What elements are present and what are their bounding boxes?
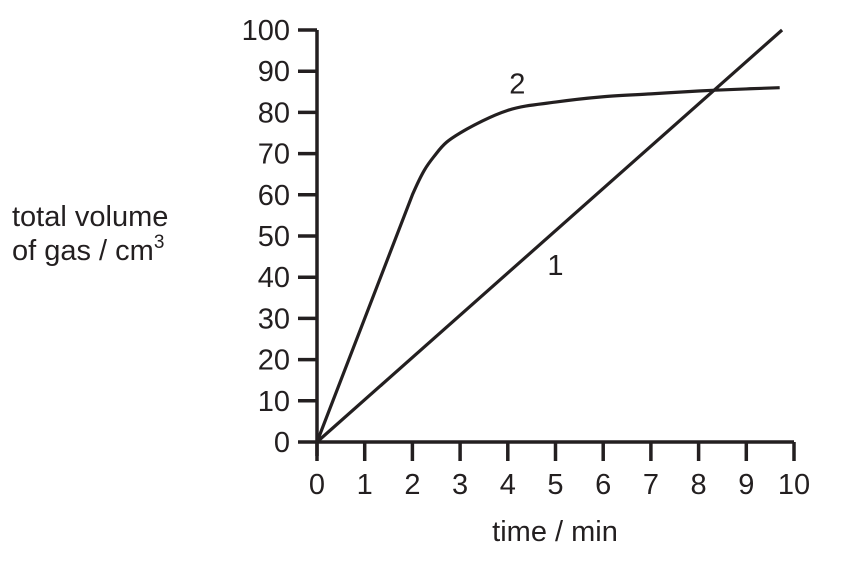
y-tick-label: 30 xyxy=(258,303,290,335)
y-tick-label: 100 xyxy=(242,15,290,47)
series-label-1: 1 xyxy=(547,250,563,282)
y-tick-label: 60 xyxy=(258,180,290,212)
y-axis-label-line1: total volume xyxy=(12,201,169,233)
y-tick-label: 40 xyxy=(258,262,290,294)
y-tick-label: 90 xyxy=(258,56,290,88)
x-tick-label: 2 xyxy=(404,469,420,501)
y-tick-label: 10 xyxy=(258,386,290,418)
y-tick-label: 20 xyxy=(258,345,290,377)
x-tick-label: 3 xyxy=(452,469,468,501)
x-tick-label: 7 xyxy=(643,469,659,501)
y-axis-label-line2: of gas / cm3 xyxy=(12,232,165,267)
y-tick-label: 0 xyxy=(274,427,290,459)
y-tick-label: 70 xyxy=(258,139,290,171)
x-axis-label: time / min xyxy=(492,516,618,548)
series-line-1 xyxy=(315,28,784,444)
x-tick-label: 6 xyxy=(595,469,611,501)
y-tick-label: 50 xyxy=(258,221,290,253)
x-tick-label: 5 xyxy=(547,469,563,501)
y-ticks: 0 10 20 30 40 50 60 70 80 90 100 xyxy=(242,15,317,459)
x-tick-label: 0 xyxy=(309,469,325,501)
x-ticks: 0 1 2 3 4 5 6 7 8 9 10 xyxy=(309,442,810,501)
x-tick-label: 1 xyxy=(357,469,373,501)
x-tick-label: 10 xyxy=(778,469,810,501)
series-group: 12 xyxy=(315,28,784,444)
x-tick-label: 8 xyxy=(691,469,707,501)
x-tick-label: 4 xyxy=(500,469,516,501)
x-tick-label: 9 xyxy=(738,469,754,501)
series-line-2 xyxy=(315,86,780,443)
superscript: 3 xyxy=(153,232,165,253)
y-axis-label: total volume of gas / cm3 xyxy=(12,200,168,268)
y-tick-label: 80 xyxy=(258,97,290,129)
series-label-2: 2 xyxy=(509,69,525,101)
axes xyxy=(315,30,794,456)
